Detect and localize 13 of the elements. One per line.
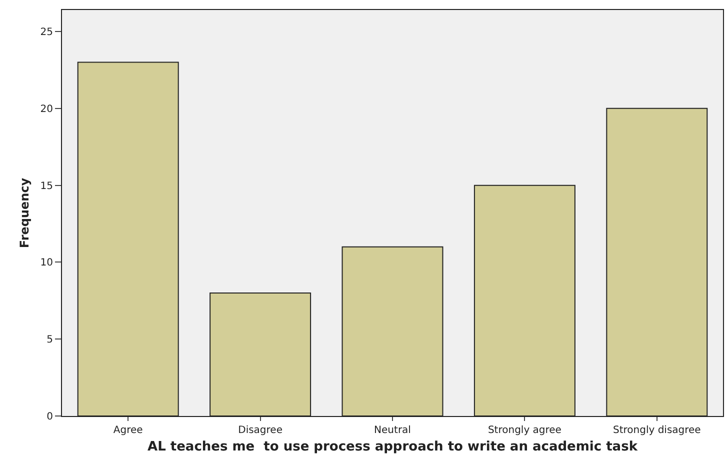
y-tick-label: 10 bbox=[40, 258, 53, 269]
y-tick-label: 0 bbox=[46, 412, 53, 422]
x-tick-label: Disagree bbox=[238, 425, 282, 436]
y-axis-title: Frequency bbox=[18, 178, 32, 248]
y-tick-label: 20 bbox=[40, 104, 53, 115]
y-tick-label: 15 bbox=[40, 180, 53, 192]
x-tick-label: Strongly agree bbox=[488, 425, 562, 436]
x-tick-label: Agree bbox=[113, 425, 143, 436]
x-tick-label: Strongly disagree bbox=[612, 425, 701, 436]
y-tick-label: 25 bbox=[40, 27, 53, 38]
x-tick-label: Neutral bbox=[374, 425, 411, 436]
y-tick-label: 5 bbox=[46, 334, 53, 346]
x-axis-title: AL teaches me to use process approach to write an academic task bbox=[148, 440, 638, 455]
